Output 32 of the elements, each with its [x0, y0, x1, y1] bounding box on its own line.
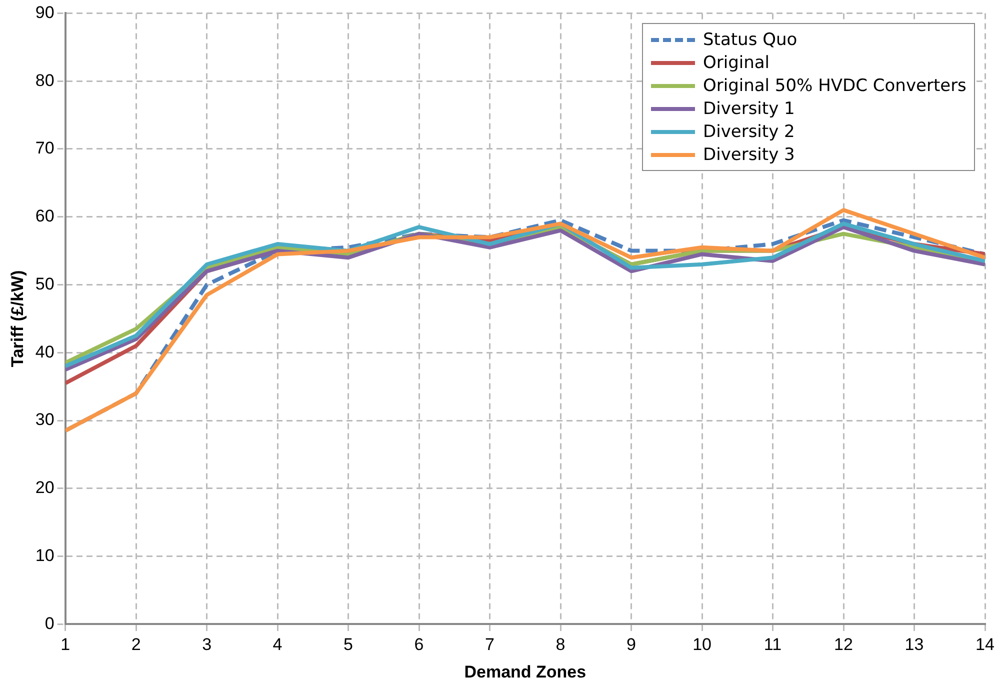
x-tick-label: 6 — [414, 635, 424, 654]
y-tick-label: 70 — [35, 138, 54, 158]
x-tick-label: 7 — [485, 635, 495, 654]
y-tick-label: 60 — [35, 206, 54, 226]
legend-label: Original 50% HVDC Converters — [703, 76, 966, 96]
legend-label: Diversity 1 — [703, 98, 795, 119]
x-tick-label: 3 — [202, 635, 212, 654]
legend-label: Diversity 2 — [703, 122, 795, 142]
x-tick-label: 5 — [344, 635, 354, 654]
y-tick-label: 30 — [35, 410, 54, 430]
x-tick-label: 4 — [272, 635, 282, 654]
legend-label: Status Quo — [703, 30, 798, 50]
x-tick-label: 14 — [976, 635, 994, 654]
y-tick-label: 20 — [35, 478, 54, 498]
y-axis-title: Tariff (£/kW) — [8, 270, 27, 368]
y-tick-label: 80 — [35, 70, 54, 90]
x-tick-label: 11 — [764, 635, 782, 654]
x-tick-label: 9 — [626, 635, 636, 654]
x-tick-label: 13 — [904, 635, 924, 654]
y-tick-label: 10 — [35, 546, 54, 565]
x-tick-label: 2 — [131, 635, 141, 654]
y-tick-label: 90 — [35, 2, 54, 22]
x-tick-label: 12 — [834, 635, 853, 654]
x-axis-title: Demand Zones — [464, 662, 586, 682]
x-tick-label: 10 — [692, 635, 712, 654]
y-tick-label: 40 — [35, 342, 54, 362]
legend-label: Diversity 3 — [703, 144, 795, 165]
x-tick-label: 8 — [556, 635, 566, 654]
legend-label: Original — [703, 52, 770, 73]
x-tick-label: 1 — [60, 635, 70, 654]
y-tick-label: 0 — [44, 614, 54, 633]
y-tick-label: 50 — [35, 274, 54, 294]
